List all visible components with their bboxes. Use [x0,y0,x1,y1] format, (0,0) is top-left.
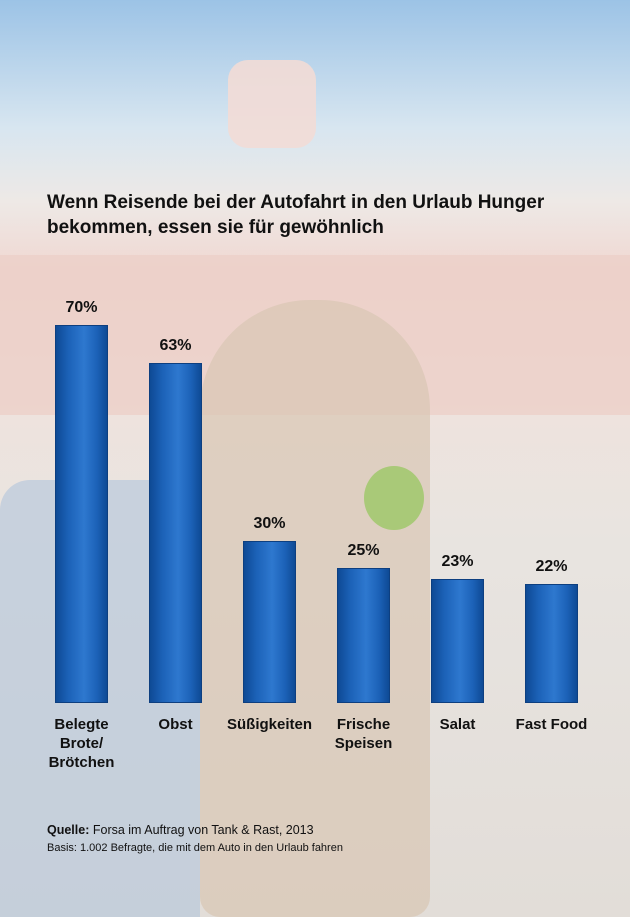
x-tick-label: Salat [439,716,476,733]
value-label: 30% [253,515,286,532]
basis: Basis: 1.002 Befragte, die mit dem Auto … [47,842,343,854]
chart-title: Wenn Reisende bei der Autofahrt in den U… [47,192,545,238]
source: Quelle: Forsa im Auftrag von Tank & Rast… [47,823,314,837]
source-label: Quelle: [47,823,90,837]
x-tick-label: Frische Speisen [334,716,393,752]
bar [149,362,202,703]
bar [243,541,296,703]
x-tick-label: Belegte Brote/ Brötchen [48,716,115,771]
x-tick-label: Obst [158,716,193,733]
value-label: 70% [65,299,98,316]
bar [55,325,108,703]
value-label: 63% [159,336,192,354]
person [200,300,430,917]
bar [337,568,390,703]
bar [431,578,484,703]
value-label: 23% [441,552,474,570]
sign [228,60,316,148]
value-label: 22% [535,558,568,576]
x-tick-label: Fast Food [515,716,588,733]
bar [525,584,578,703]
x-tick-label: Süßigkeiten [226,716,312,733]
source-text: Forsa im Auftrag von Tank & Rast, 2013 [92,823,314,837]
apple [364,466,424,530]
value-label: 25% [347,542,380,559]
